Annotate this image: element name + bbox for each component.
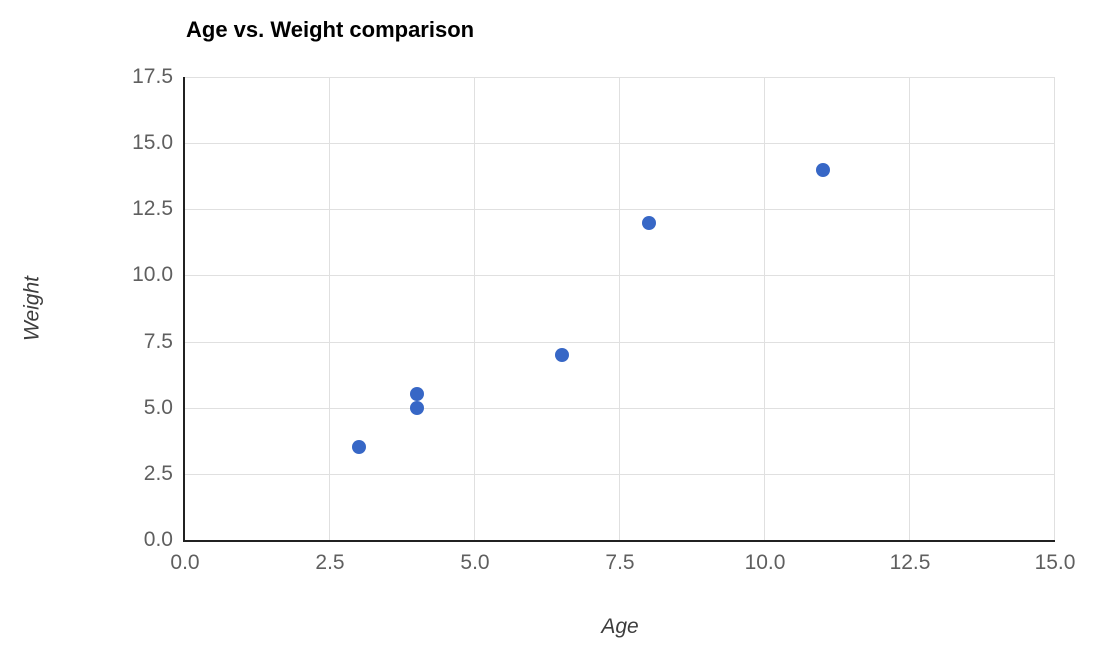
x-tick-label: 10.0 <box>744 551 786 574</box>
y-tick-label: 0.0 <box>143 528 173 551</box>
x-tick-label: 0.0 <box>170 551 200 574</box>
y-gridline <box>185 143 1055 145</box>
x-tick-label: 5.0 <box>460 551 490 574</box>
y-gridline <box>185 209 1055 211</box>
x-gridline <box>474 77 475 540</box>
x-gridline <box>619 77 620 540</box>
x-gridline <box>1054 77 1055 540</box>
x-gridline <box>909 77 910 540</box>
y-gridline <box>185 275 1055 277</box>
x-tick-label: 15.0 <box>1034 551 1076 574</box>
x-gridline <box>764 77 765 540</box>
data-point <box>410 400 424 415</box>
y-tick-label: 10.0 <box>132 263 173 287</box>
plot-area <box>183 77 1055 542</box>
chart-title: Age vs. Weight comparison <box>186 17 475 42</box>
data-point <box>352 440 366 455</box>
y-axis-title: Weight <box>20 276 44 341</box>
x-gridline <box>329 77 330 540</box>
y-tick-label: 2.5 <box>143 461 173 485</box>
y-gridline <box>185 77 1055 78</box>
data-point <box>555 347 569 362</box>
x-axis-title: Age <box>601 615 639 638</box>
data-point <box>642 215 656 230</box>
y-tick-label: 17.5 <box>132 65 173 88</box>
data-point <box>816 162 830 177</box>
x-tick-label: 2.5 <box>315 551 345 574</box>
x-tick-label: 12.5 <box>889 551 931 574</box>
y-gridline <box>185 407 1055 409</box>
y-gridline <box>185 473 1055 475</box>
x-tick-label: 7.5 <box>605 551 635 574</box>
y-tick-label: 5.0 <box>143 395 173 419</box>
y-tick-label: 7.5 <box>143 329 173 353</box>
y-tick-label: 12.5 <box>132 197 173 221</box>
y-tick-label: 15.0 <box>132 131 173 155</box>
y-gridline <box>185 341 1055 343</box>
data-point <box>410 387 424 402</box>
